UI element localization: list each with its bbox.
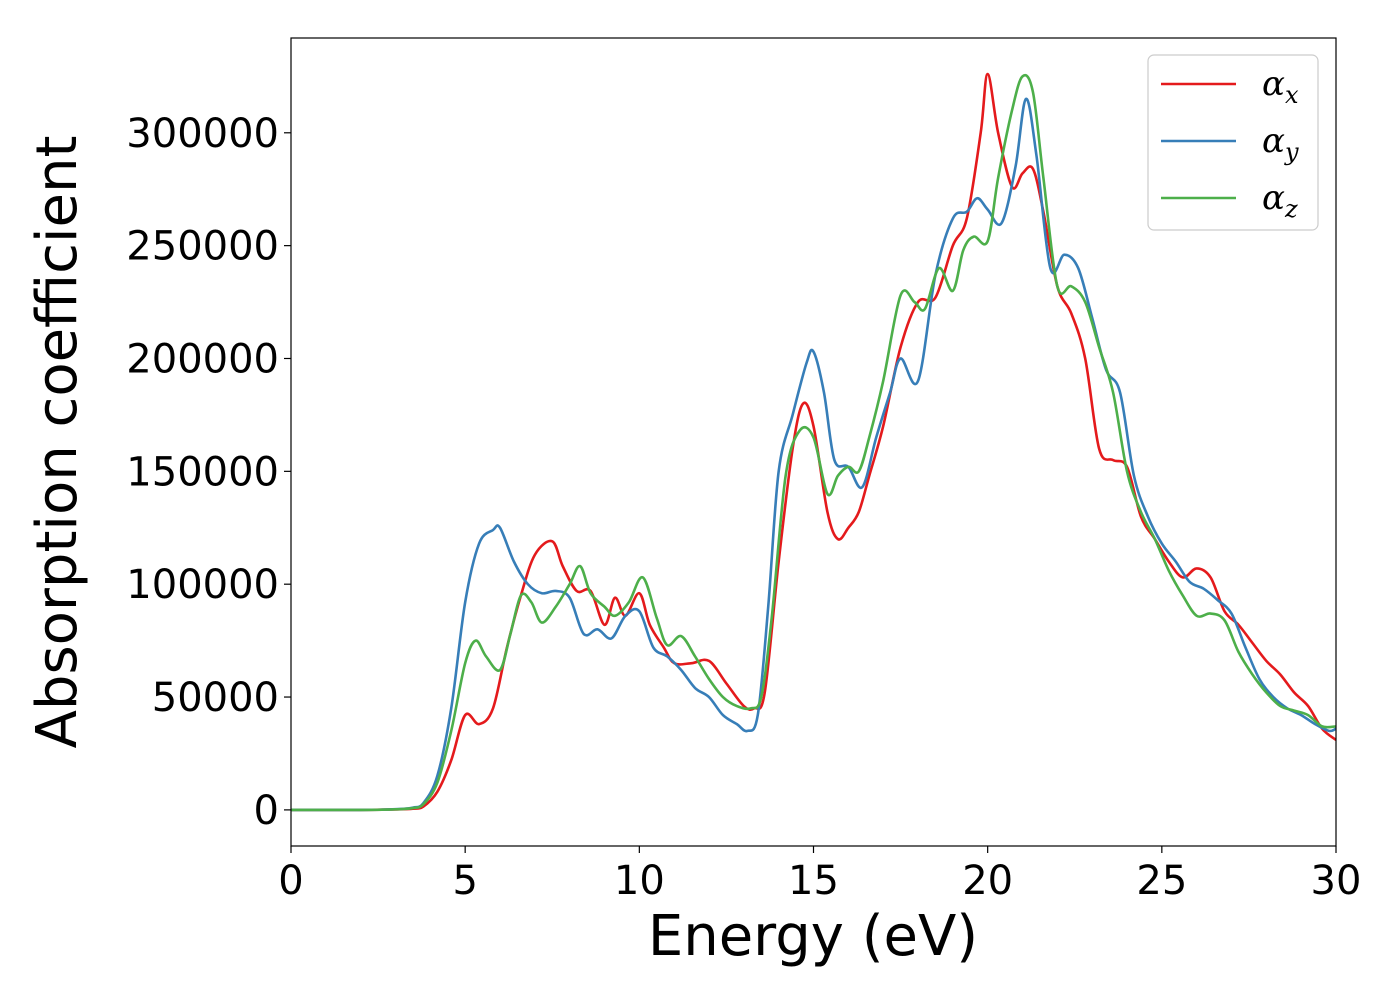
y-tick-label: 200000	[126, 336, 279, 382]
y-tick-label: 50000	[152, 675, 279, 721]
legend-subscript: z	[1284, 195, 1298, 223]
series-line-z	[291, 73, 1336, 812]
legend-label-z: αz	[1262, 178, 1298, 223]
x-axis-title: Energy (eV)	[648, 904, 978, 969]
legend-label-x: αx	[1262, 64, 1299, 109]
x-tick-label: 0	[278, 858, 303, 904]
series-line-x	[291, 72, 1336, 812]
x-tick-label: 5	[452, 858, 477, 904]
legend-symbol: α	[1262, 121, 1285, 161]
legend-symbol: α	[1262, 178, 1285, 218]
y-tick-label: 0	[254, 788, 279, 834]
y-axis-ticks: 0 50000 100000 150000 200000 250000 300000	[126, 111, 291, 834]
legend-subscript: y	[1284, 138, 1299, 166]
x-tick-label: 20	[962, 858, 1013, 904]
y-tick-label: 150000	[126, 449, 279, 495]
y-tick-label: 100000	[126, 562, 279, 608]
x-tick-label: 25	[1136, 858, 1187, 904]
y-axis-title: Absorption coefficient	[25, 136, 90, 749]
legend-symbol: α	[1262, 64, 1285, 104]
x-tick-label: 30	[1311, 858, 1362, 904]
series-lines	[291, 72, 1336, 812]
legend-label-y: αy	[1262, 121, 1299, 166]
y-tick-label: 300000	[126, 111, 279, 157]
legend-subscript: x	[1285, 81, 1299, 109]
series-line-y	[291, 97, 1336, 812]
x-tick-label: 10	[614, 858, 665, 904]
y-tick-label: 250000	[126, 224, 279, 270]
x-tick-label: 15	[788, 858, 839, 904]
legend-frame	[1147, 54, 1319, 231]
x-axis-ticks: 0 5 10 15 20 25 30	[278, 846, 1361, 904]
